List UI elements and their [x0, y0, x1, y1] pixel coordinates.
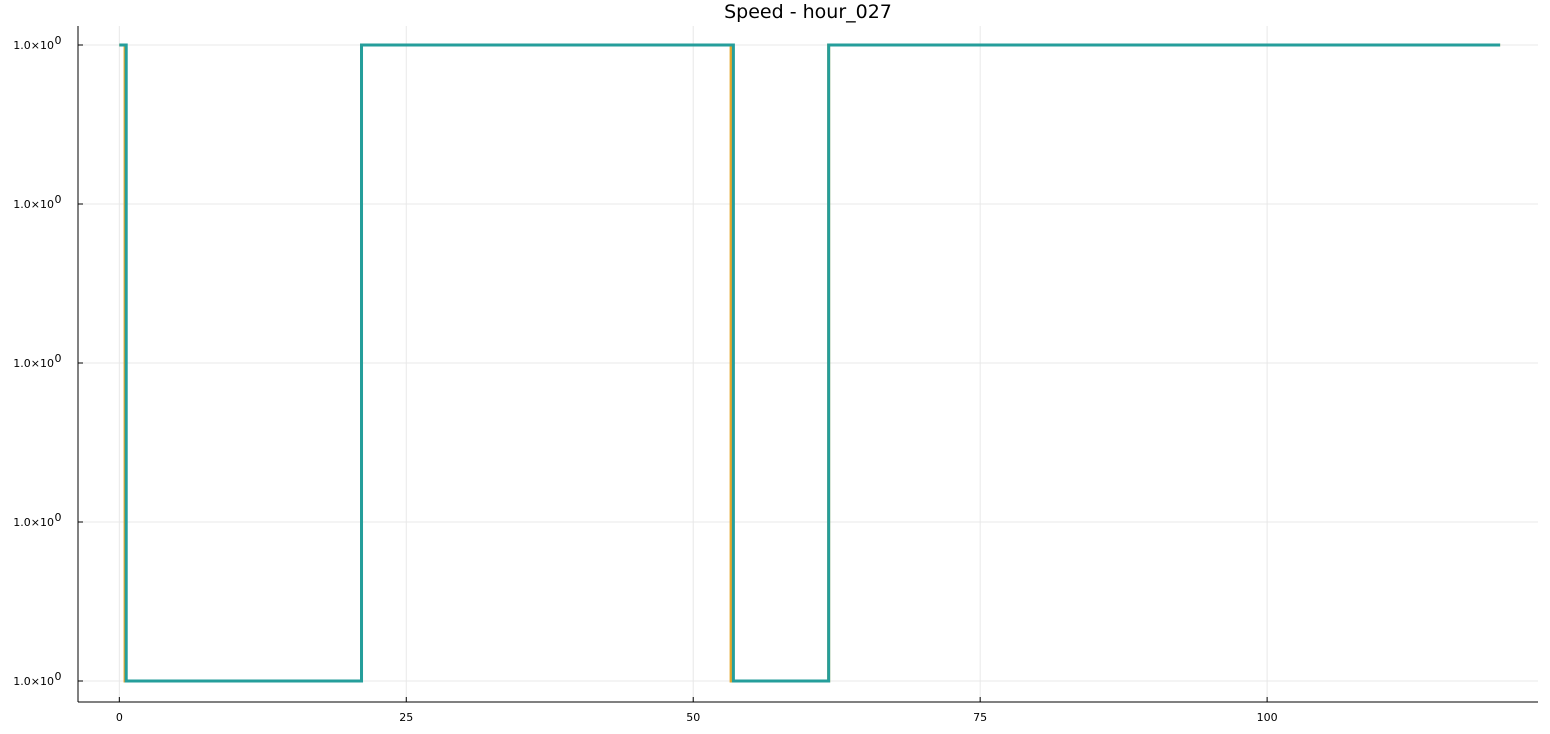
x-tick-label: 25 [399, 711, 413, 724]
chart-title: Speed - hour_027 [724, 1, 892, 23]
x-tick-label: 50 [686, 711, 700, 724]
y-tick-label: 1.0×10 [13, 516, 54, 529]
y-tick-label: 1.0×10 [13, 357, 54, 370]
x-tick-label: 75 [973, 711, 987, 724]
grid-lines [78, 26, 1538, 702]
y-tick-label: 1.0×10 [13, 198, 54, 211]
y-tick-label: 1.0×10 [13, 675, 54, 688]
y-tick-label: 1.0×10 [13, 39, 54, 52]
y-tick-exponent: 0 [55, 670, 62, 683]
y-tick-exponent: 0 [55, 352, 62, 365]
data-series [119, 43, 1501, 683]
y-tick-exponent: 0 [55, 34, 62, 47]
axes [77, 26, 1538, 703]
series-2-line [119, 43, 1501, 683]
y-tick-exponent: 0 [55, 193, 62, 206]
x-tick-label: 0 [116, 711, 123, 724]
x-tick-label: 100 [1257, 711, 1278, 724]
y-tick-exponent: 0 [55, 511, 62, 524]
